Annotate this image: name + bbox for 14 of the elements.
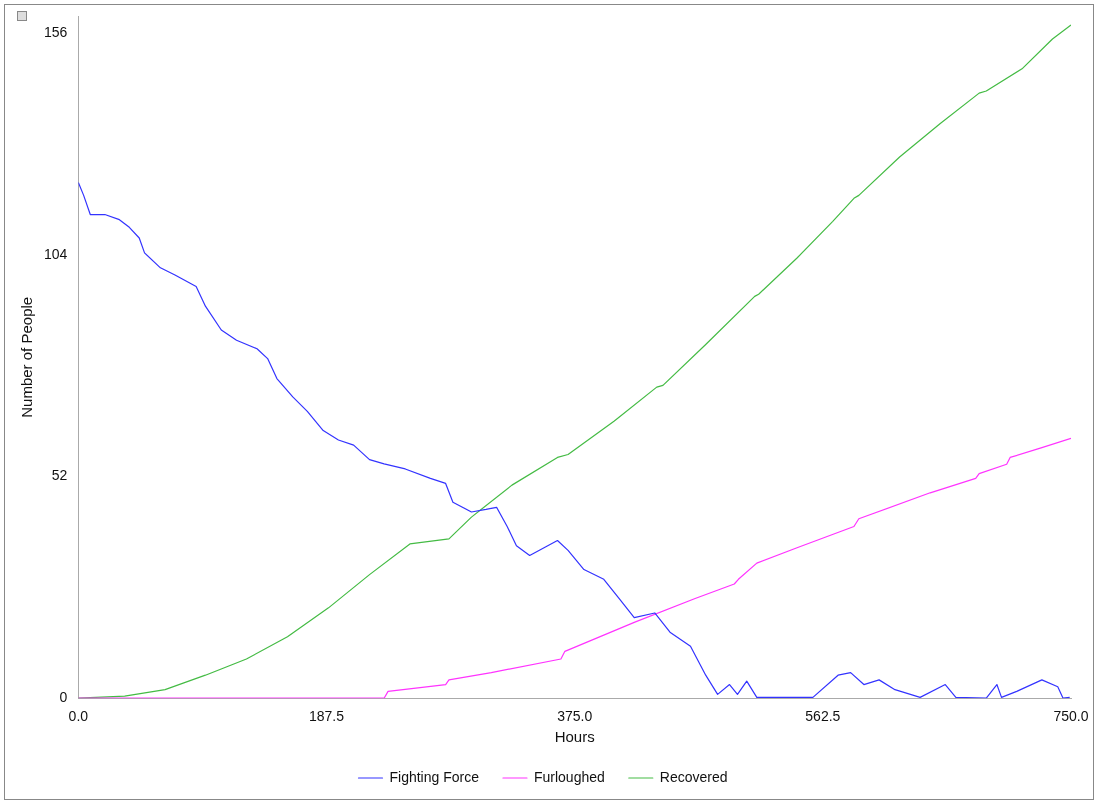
x-tick-label: 562.5 bbox=[805, 708, 841, 725]
x-tick-label: 375.0 bbox=[557, 708, 593, 725]
x-tick-label: 0.0 bbox=[68, 708, 89, 725]
y-tick-label: 0 bbox=[59, 689, 68, 706]
legend-label: Furloughed bbox=[533, 768, 605, 785]
y-tick-label: 52 bbox=[51, 467, 68, 484]
y-tick-label: 104 bbox=[44, 245, 68, 262]
x-axis-title: Hours bbox=[554, 728, 595, 746]
legend-label: Fighting Force bbox=[389, 768, 480, 785]
y-axis-title: Number of People bbox=[18, 296, 36, 418]
legend-label: Recovered bbox=[659, 768, 728, 785]
x-tick-label: 187.5 bbox=[309, 708, 345, 725]
x-tick-label: 750.0 bbox=[1053, 708, 1089, 725]
y-tick-label: 156 bbox=[44, 24, 68, 41]
